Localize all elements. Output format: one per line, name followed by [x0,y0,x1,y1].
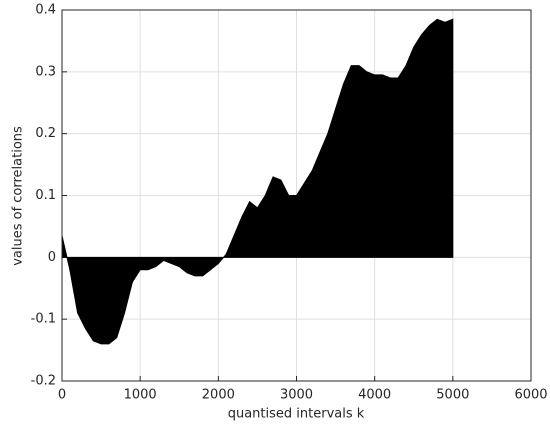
y-tick-label: 0.1 [35,188,56,203]
x-tick-label: 1000 [124,388,157,403]
y-tick-label: -0.2 [31,374,56,389]
x-tick-label: 4000 [358,388,391,403]
y-tick-label: 0.2 [35,126,56,141]
x-tick-label: 5000 [436,388,469,403]
x-tick-label: 3000 [280,388,313,403]
x-tick-label: 0 [58,388,66,403]
y-tick-label: -0.1 [31,312,56,327]
y-tick-label: 0 [48,250,56,265]
x-axis-label: quantised intervals k [228,407,365,422]
y-tick-label: 0.4 [35,3,56,18]
area [61,18,454,345]
plot-frame [61,9,532,382]
y-axis-label: values of correlations [11,126,26,266]
x-tick-label: 6000 [514,388,547,403]
x-tick-label: 2000 [202,388,235,403]
y-tick-label: 0.3 [35,64,56,79]
